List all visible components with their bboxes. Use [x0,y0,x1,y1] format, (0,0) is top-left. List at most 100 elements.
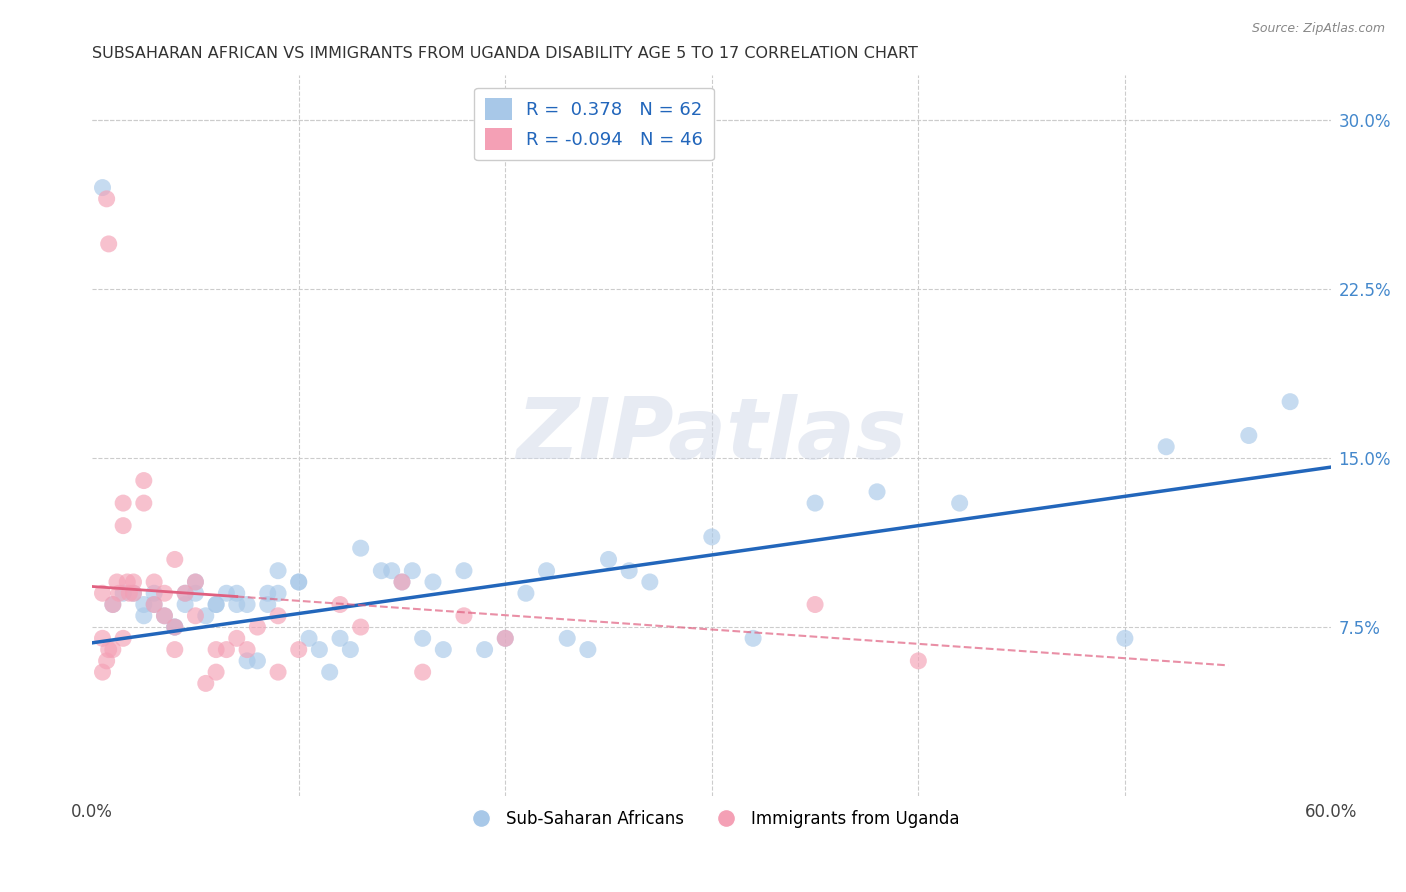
Point [1114,632,1136,646]
Point [412,665,434,680]
Point [225,632,247,646]
Point [122,574,145,589]
Point [949,496,972,510]
Point [329,598,352,612]
Point [401,564,423,578]
Point [287,574,309,589]
Point [132,496,155,510]
Point [742,632,765,646]
Point [700,530,723,544]
Point [256,598,278,612]
Point [163,620,186,634]
Point [515,586,537,600]
Point [112,632,135,646]
Point [205,642,228,657]
Point [143,586,166,600]
Point [267,586,290,600]
Point [91,665,114,680]
Point [422,574,444,589]
Point [91,586,114,600]
Point [370,564,392,578]
Point [225,586,247,600]
Point [101,642,124,657]
Point [638,574,661,589]
Point [205,665,228,680]
Point [350,541,373,556]
Point [101,598,124,612]
Point [205,598,228,612]
Point [381,564,404,578]
Point [350,620,373,634]
Point [205,598,228,612]
Point [412,632,434,646]
Point [112,518,135,533]
Point [866,484,889,499]
Point [1279,394,1302,409]
Point [132,608,155,623]
Point [256,586,278,600]
Point [536,564,558,578]
Point [432,642,454,657]
Point [194,676,217,690]
Point [163,620,186,634]
Point [143,574,166,589]
Point [184,586,207,600]
Point [132,598,155,612]
Text: Source: ZipAtlas.com: Source: ZipAtlas.com [1251,22,1385,36]
Point [619,564,641,578]
Point [236,654,259,668]
Point [318,665,340,680]
Point [804,496,827,510]
Point [246,654,269,668]
Point [267,608,290,623]
Point [108,586,131,600]
Point [339,642,361,657]
Point [329,632,352,646]
Point [598,552,620,566]
Text: SUBSAHARAN AFRICAN VS IMMIGRANTS FROM UGANDA DISABILITY AGE 5 TO 17 CORRELATION : SUBSAHARAN AFRICAN VS IMMIGRANTS FROM UG… [93,46,918,62]
Point [174,586,197,600]
Point [174,598,197,612]
Point [246,620,269,634]
Point [91,632,114,646]
Point [1154,440,1177,454]
Point [194,608,217,623]
Point [153,586,176,600]
Point [91,180,114,194]
Point [453,608,475,623]
Point [105,574,128,589]
Point [308,642,330,657]
Text: ZIPatlas: ZIPatlas [516,394,907,477]
Point [184,574,207,589]
Point [225,598,247,612]
Point [174,586,197,600]
Point [153,608,176,623]
Point [97,236,120,251]
Point [236,642,259,657]
Point [287,574,309,589]
Point [96,192,118,206]
Point [163,552,186,566]
Point [453,564,475,578]
Point [97,642,120,657]
Point [555,632,578,646]
Point [96,654,118,668]
Point [391,574,413,589]
Point [1237,428,1260,442]
Point [267,665,290,680]
Point [184,574,207,589]
Point [215,586,238,600]
Point [132,474,155,488]
Point [236,598,259,612]
Point [391,574,413,589]
Point [215,642,238,657]
Point [118,586,141,600]
Point [267,564,290,578]
Point [143,598,166,612]
Point [122,586,145,600]
Point [122,586,145,600]
Point [494,632,516,646]
Legend: Sub-Saharan Africans, Immigrants from Uganda: Sub-Saharan Africans, Immigrants from Ug… [458,804,966,835]
Point [117,574,139,589]
Point [287,642,309,657]
